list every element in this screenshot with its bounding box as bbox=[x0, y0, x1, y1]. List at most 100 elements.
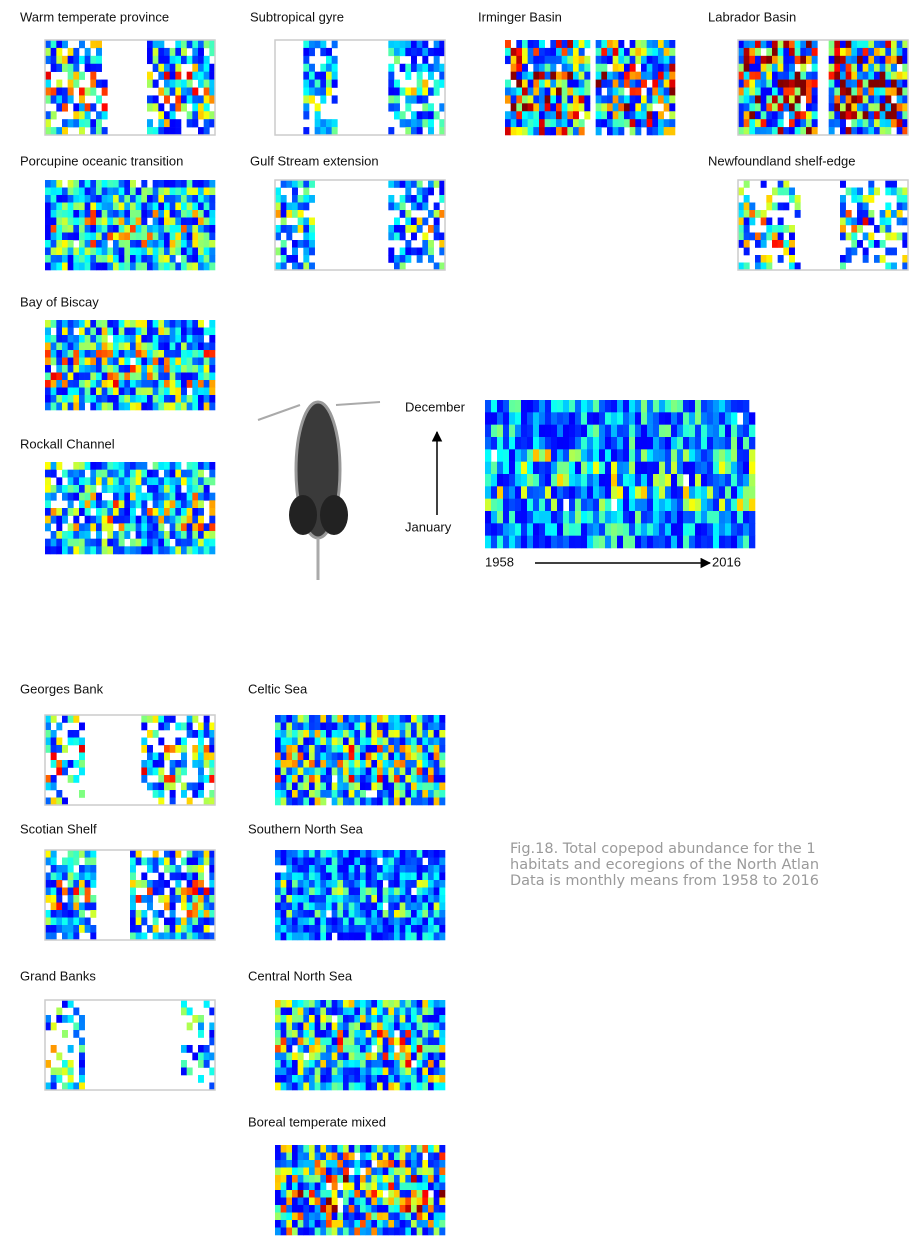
heatmap-cell bbox=[388, 790, 395, 798]
heatmap-cell bbox=[45, 320, 51, 328]
heatmap-cell bbox=[719, 523, 726, 536]
heatmap-cell bbox=[834, 95, 841, 104]
heatmap-cell bbox=[124, 462, 131, 470]
heatmap-cell bbox=[725, 474, 732, 487]
heatmap-cell bbox=[79, 1075, 85, 1083]
heatmap-cell bbox=[612, 71, 619, 80]
heatmap-cell bbox=[845, 40, 852, 49]
heatmap-cell bbox=[789, 95, 795, 104]
heatmap-cell bbox=[141, 932, 148, 941]
heatmap-cell bbox=[343, 1022, 349, 1031]
heatmap-cell bbox=[411, 1227, 417, 1236]
heatmap-cell bbox=[331, 1152, 338, 1161]
heatmap-cell bbox=[663, 47, 670, 57]
heatmap-cell bbox=[331, 782, 338, 791]
heatmap-cell bbox=[522, 63, 528, 72]
heatmap-cell bbox=[811, 95, 818, 104]
heatmap-cell bbox=[607, 47, 613, 57]
heatmap-cell bbox=[275, 880, 281, 888]
heatmap-cell bbox=[527, 119, 534, 128]
heatmap-cell bbox=[737, 474, 744, 487]
heatmap-cell bbox=[731, 486, 738, 499]
heatmap-cell bbox=[794, 119, 801, 128]
heatmap-cell bbox=[303, 1045, 310, 1053]
heatmap-cell bbox=[124, 255, 131, 263]
heatmap-cell bbox=[377, 1145, 383, 1153]
heatmap-cell bbox=[737, 437, 744, 450]
heatmap-cell bbox=[303, 1060, 310, 1068]
heatmap-cell bbox=[348, 1182, 355, 1191]
heatmap-cell bbox=[152, 40, 159, 49]
heatmap-cell bbox=[647, 474, 654, 487]
heatmap-cell bbox=[297, 1152, 304, 1161]
heatmap-cell bbox=[509, 535, 516, 549]
heatmap-cell bbox=[635, 449, 642, 462]
heatmap-cell bbox=[623, 437, 630, 450]
heatmap-cell bbox=[297, 262, 304, 271]
heatmap-cell bbox=[158, 210, 165, 218]
heatmap-cell bbox=[203, 462, 210, 470]
heatmap-cell bbox=[422, 1145, 429, 1153]
heatmap-cell bbox=[377, 775, 383, 783]
heatmap-cell bbox=[617, 498, 624, 512]
heatmap-cell bbox=[371, 932, 378, 941]
heatmap-cell bbox=[811, 87, 818, 96]
heatmap-cell bbox=[433, 111, 440, 120]
heatmap-cell bbox=[749, 424, 756, 438]
heatmap-cell bbox=[130, 395, 136, 403]
heatmap-cell bbox=[164, 210, 170, 218]
heatmap-cell bbox=[360, 925, 366, 933]
heatmap-cell bbox=[280, 782, 287, 791]
heatmap-cell bbox=[169, 857, 176, 866]
heatmap-cell bbox=[275, 730, 281, 738]
heatmap-cell bbox=[388, 782, 395, 791]
heatmap-cell bbox=[573, 79, 579, 88]
heatmap-cell bbox=[309, 752, 315, 761]
heatmap-cell bbox=[118, 365, 125, 373]
heatmap-cell bbox=[56, 508, 63, 516]
heatmap-cell bbox=[382, 857, 389, 866]
heatmap-cell bbox=[371, 737, 378, 746]
heatmap-cell bbox=[377, 752, 383, 761]
heatmap-cell bbox=[90, 477, 97, 486]
heatmap-cell bbox=[550, 119, 557, 128]
heatmap-cell bbox=[118, 500, 125, 509]
heatmap-cell bbox=[96, 195, 102, 203]
heatmap-cell bbox=[286, 902, 293, 911]
heatmap-cell bbox=[689, 400, 696, 413]
heatmap-cell bbox=[209, 775, 216, 783]
heatmap-cell bbox=[45, 247, 51, 256]
heatmap-cell bbox=[309, 1160, 315, 1168]
heatmap-cell bbox=[50, 255, 57, 263]
heatmap-cell bbox=[56, 865, 63, 873]
heatmap-cell bbox=[56, 217, 63, 226]
heatmap-cell bbox=[286, 1022, 293, 1031]
heatmap-cell bbox=[181, 365, 187, 373]
heatmap-cell bbox=[50, 63, 57, 72]
heatmap-cell bbox=[557, 511, 564, 524]
heatmap-cell bbox=[314, 1197, 321, 1206]
heatmap-cell bbox=[851, 240, 858, 248]
heatmap-cell bbox=[130, 402, 136, 411]
heatmap-cell bbox=[601, 79, 608, 88]
heatmap-cell bbox=[689, 461, 696, 475]
heatmap-cell bbox=[725, 400, 732, 413]
heatmap-frame bbox=[737, 179, 909, 271]
heatmap-cell bbox=[665, 437, 672, 450]
heatmap-cell bbox=[485, 511, 492, 524]
heatmap-cell bbox=[416, 745, 423, 753]
heatmap-cell bbox=[303, 180, 310, 188]
heatmap-cell bbox=[141, 492, 148, 501]
heatmap-cell bbox=[79, 387, 85, 396]
heatmap-cell bbox=[789, 71, 795, 80]
heatmap-cell bbox=[96, 55, 102, 65]
heatmap-cell bbox=[551, 486, 558, 499]
heatmap-cell bbox=[141, 365, 148, 373]
heatmap-cell bbox=[601, 111, 608, 120]
heatmap-cell bbox=[118, 217, 125, 226]
heatmap-cell bbox=[337, 730, 344, 738]
heatmap-cell bbox=[605, 461, 612, 475]
heatmap-cell bbox=[422, 1175, 429, 1183]
heatmap-cell bbox=[275, 1212, 281, 1221]
heatmap-cell bbox=[663, 103, 670, 112]
